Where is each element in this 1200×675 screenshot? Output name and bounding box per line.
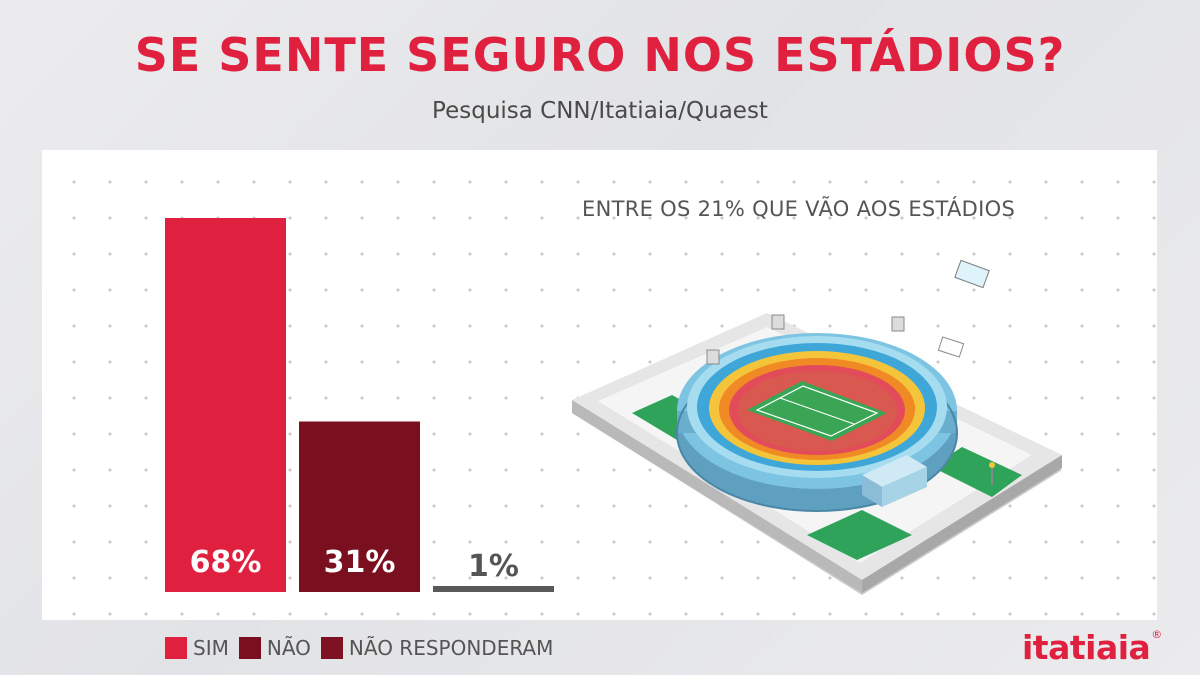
- legend-swatch-nao-responderam: [320, 637, 343, 659]
- chart-subtitle: Pesquisa CNN/Itatiaia/Quaest: [432, 98, 768, 124]
- stadium-illustration: [572, 259, 1062, 595]
- bar-label-nao-responderam: 1%: [468, 549, 519, 584]
- legend-item-sim: SIM: [165, 636, 229, 660]
- chart-legend: SIM NÃO NÃO RESPONDERAM: [165, 636, 563, 660]
- chart-title: SE SENTE SEGURO NOS ESTÁDIOS?: [134, 28, 1066, 82]
- chart-panel: 68% 31% 1% ENTRE OS 21% QUE VÃO AOS ESTÁDI…: [42, 150, 1157, 620]
- legend-label-sim: SIM: [193, 636, 229, 660]
- legend-swatch-sim: [165, 637, 187, 659]
- bar-label-sim: 68%: [190, 545, 262, 580]
- stadium-annotation: ENTRE OS 21% QUE VÃO AOS ESTÁDIOS: [582, 197, 1016, 221]
- legend-item-nao: NÃO: [238, 636, 311, 660]
- brand-registered-mark: ®: [1151, 628, 1162, 641]
- bar-chart: 68% 31% 1%: [165, 218, 554, 592]
- legend-swatch-nao: [238, 637, 261, 659]
- legend-label-nao-responderam: NÃO RESPONDERAM: [348, 636, 554, 660]
- legend-label-nao: NÃO: [266, 636, 311, 660]
- brand-name: itatiaia: [1022, 628, 1151, 667]
- bar-nao: [299, 421, 420, 592]
- brand-logo: itatiaia®: [1022, 628, 1162, 667]
- bar-label-nao: 31%: [324, 545, 396, 580]
- bar-sim: [165, 218, 286, 592]
- bar-nao-responderam: [433, 586, 554, 592]
- legend-item-nao-responderam: NÃO RESPONDERAM: [320, 636, 554, 660]
